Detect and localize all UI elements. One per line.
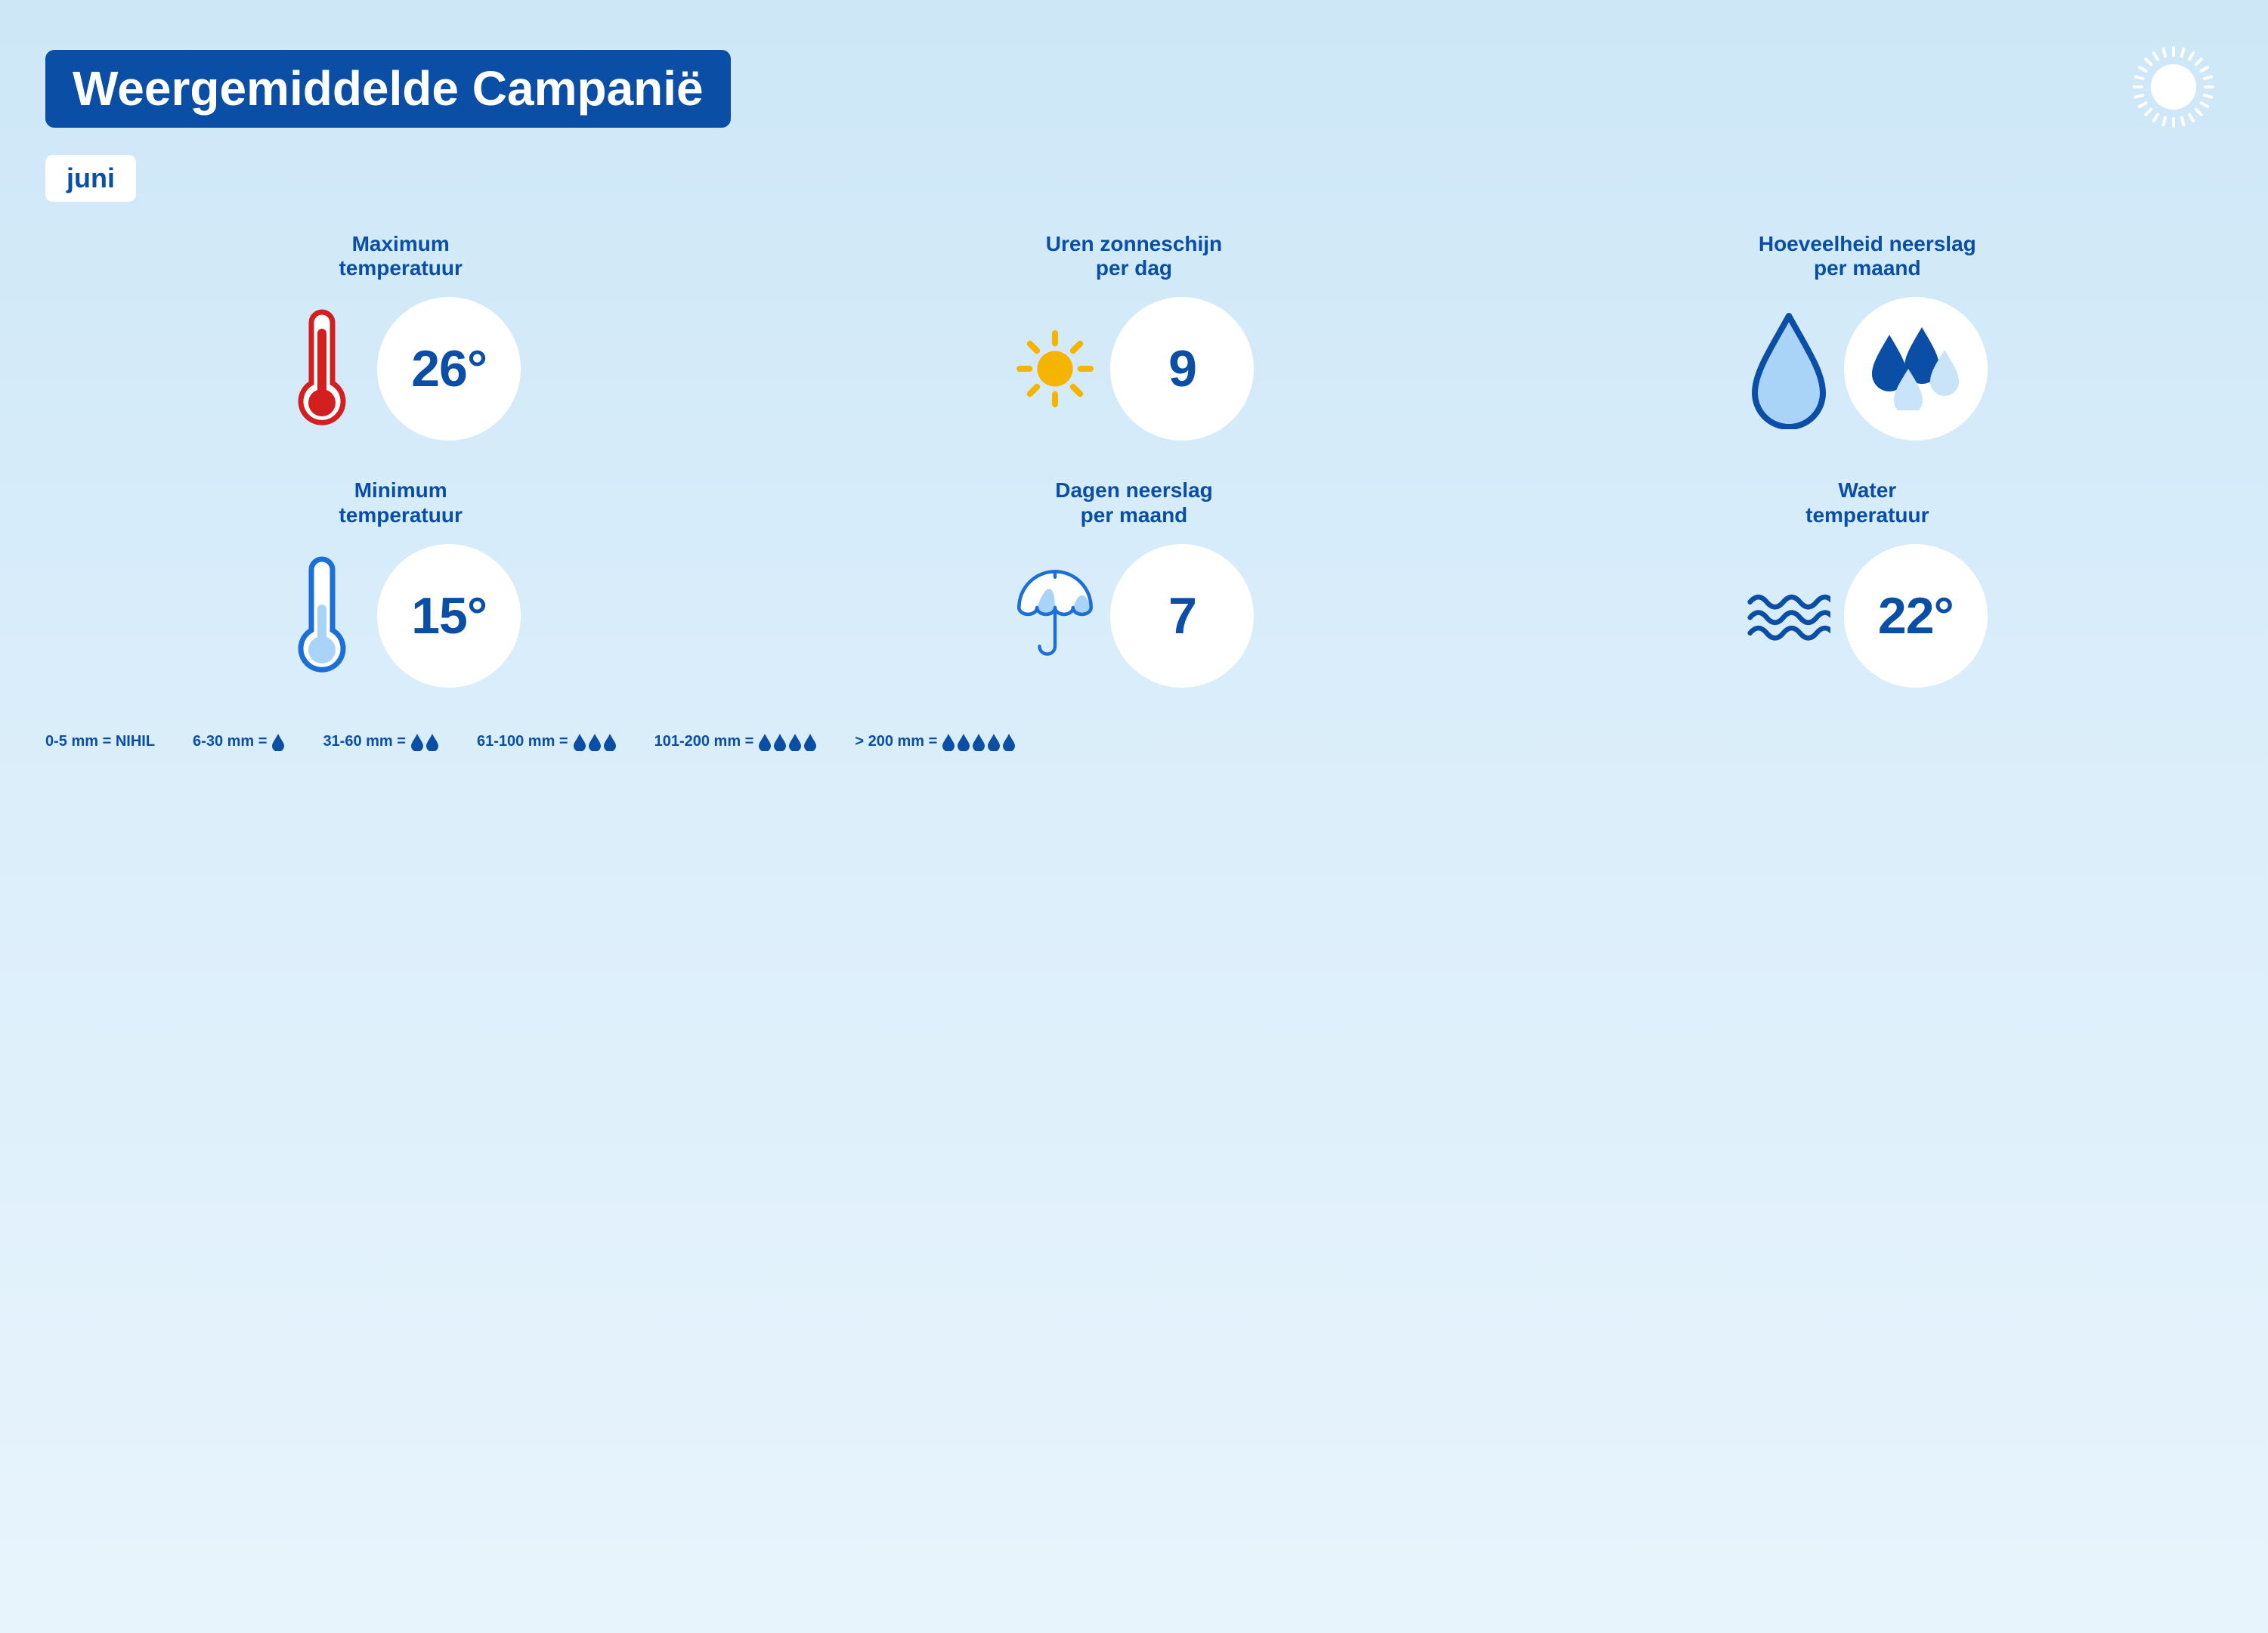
stat-sun-hours: Uren zonneschijn per dag — [778, 232, 1489, 441]
month-label: juni — [67, 162, 115, 193]
value-circle: 26° — [377, 297, 521, 441]
legend-label: > 200 mm = — [855, 733, 937, 750]
legend-item: 101-200 mm = — [654, 733, 818, 751]
stat-value: 9 — [1168, 339, 1196, 398]
page-title-banner: Weergemiddelde Campanië — [45, 50, 731, 128]
legend-drops-icon — [758, 733, 817, 751]
stat-label: Hoeveelheid neerslag per maand — [1759, 232, 1976, 280]
umbrella-icon — [1013, 552, 1097, 680]
stat-body — [1747, 297, 1988, 441]
legend-drops-icon — [573, 733, 617, 751]
stat-label: Water temperatuur — [1805, 478, 1929, 527]
stat-water-temp: Water temperatuur 22° — [1512, 478, 2223, 687]
stat-label: Minimum temperatuur — [339, 478, 462, 527]
legend-drops-icon — [942, 733, 1016, 751]
value-circle: 9 — [1110, 297, 1254, 441]
value-circle: 15° — [377, 544, 521, 688]
value-circle — [1844, 297, 1988, 441]
stat-body: 9 — [1013, 297, 1254, 441]
stat-label: Maximum temperatuur — [339, 232, 462, 280]
legend-label: 61-100 mm = — [477, 733, 568, 750]
month-pill: juni — [45, 155, 136, 202]
legend-item: 61-100 mm = — [477, 733, 617, 751]
stat-precip-amount: Hoeveelheid neerslag per maand — [1512, 232, 2223, 441]
precip-legend: 0-5 mm = NIHIL 6-30 mm = 31-60 mm = 61-1… — [45, 733, 2223, 751]
legend-item: 0-5 mm = NIHIL — [45, 733, 155, 750]
legend-item: 6-30 mm = — [193, 733, 285, 751]
legend-label: 31-60 mm = — [323, 733, 406, 750]
legend-drops-icon — [271, 733, 285, 751]
precip-drops-icon — [1863, 327, 1969, 410]
value-circle: 7 — [1110, 544, 1254, 688]
stat-body: 15° — [280, 544, 521, 688]
legend-item: > 200 mm = — [855, 733, 1016, 751]
legend-item: 31-60 mm = — [323, 733, 439, 751]
stat-rain-days: Dagen neerslag per maand 7 — [778, 478, 1489, 687]
thermometer-hot-icon — [280, 305, 364, 433]
stat-value: 26° — [411, 339, 487, 398]
header-row: Weergemiddelde Campanië — [45, 38, 2223, 140]
legend-label: 101-200 mm = — [654, 733, 754, 750]
legend-label: 0-5 mm = NIHIL — [45, 733, 155, 750]
stat-body: 26° — [280, 297, 521, 441]
stat-max-temp: Maximum temperatuur 26° — [45, 232, 756, 441]
stat-min-temp: Minimum temperatuur 15° — [45, 478, 756, 687]
value-circle: 22° — [1844, 544, 1988, 688]
stat-value: 15° — [411, 586, 487, 645]
legend-label: 6-30 mm = — [193, 733, 267, 750]
raindrop-outline-icon — [1747, 308, 1830, 429]
stat-body: 22° — [1747, 544, 1988, 688]
stat-label: Uren zonneschijn per dag — [1046, 232, 1222, 280]
thermometer-cold-icon — [280, 552, 364, 680]
sun-corner-icon — [2124, 38, 2223, 140]
stat-value: 22° — [1878, 586, 1954, 645]
stats-grid: Maximum temperatuur 26° Uren zonneschijn… — [45, 232, 2223, 688]
stat-label: Dagen neerslag per maand — [1055, 478, 1213, 527]
legend-drops-icon — [410, 733, 439, 751]
stat-value: 7 — [1168, 586, 1196, 645]
stat-body: 7 — [1013, 544, 1254, 688]
sun-icon — [1013, 312, 1097, 425]
waves-icon — [1747, 574, 1830, 657]
page-title: Weergemiddelde Campanië — [73, 61, 704, 116]
